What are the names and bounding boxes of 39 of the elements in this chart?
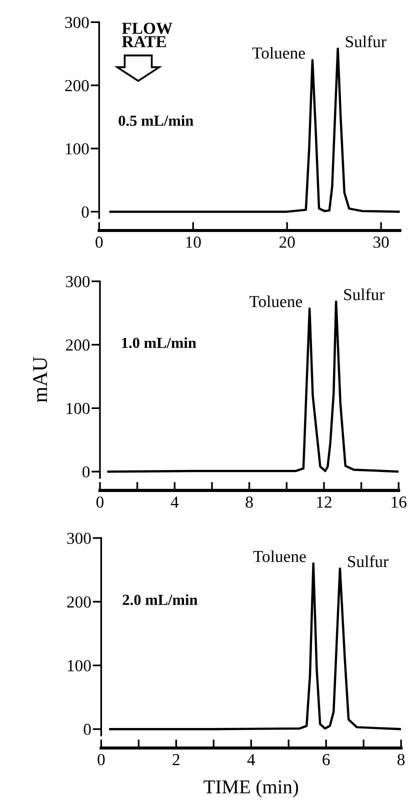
y-tick-label: 300 [65,16,89,28]
x-tick-label: 20 [279,236,295,248]
y-axis-title: mAU [33,356,48,402]
x-tick-label: 16 [392,496,406,508]
x-axis-title: TIME (min) [204,780,298,798]
y-tick-label: 300 [66,276,90,288]
y-tick-label: 0 [82,206,89,218]
x-tick-label: 2 [172,754,180,766]
y-tick-label: 100 [68,660,91,672]
annotation: Toluene [249,295,302,308]
x-tick-label: 6 [322,754,330,766]
x-tick-label: 4 [247,754,256,766]
x-tick-label: 4 [170,496,179,508]
y-tick-label: 100 [66,402,90,414]
annotation: Toluene [253,550,306,562]
x-tick-label: 0 [96,496,104,508]
x-tick-label: 8 [246,496,253,508]
y-tick-label: 0 [84,724,91,736]
y-tick-label: 200 [67,596,91,608]
annotation: Toluene [252,46,305,59]
annotation: 1.0 mL/min [122,337,196,348]
x-tick-label: 0 [96,236,103,248]
y-tick-label: 200 [66,339,90,351]
y-tick-label: 300 [67,532,91,544]
line-series [109,48,400,213]
x-tick-label: 30 [374,236,389,248]
y-tick-label: 100 [66,143,89,154]
annotation: Sulfur [344,288,385,300]
x-tick-label: 0 [98,754,105,766]
y-tick-label: 200 [65,80,89,92]
y-tick-label: 0 [82,466,90,478]
annotation: FLOW RATE [122,22,172,48]
annotation: Sulfur [346,35,386,48]
x-tick-label: 8 [398,754,405,766]
annotation: Sulfur [348,555,388,568]
annotation: 0.5 mL/min [118,115,194,126]
x-tick-label: 10 [186,236,201,248]
annotation: 2.0 mL/min [122,594,198,606]
x-tick-label: 12 [317,496,332,508]
